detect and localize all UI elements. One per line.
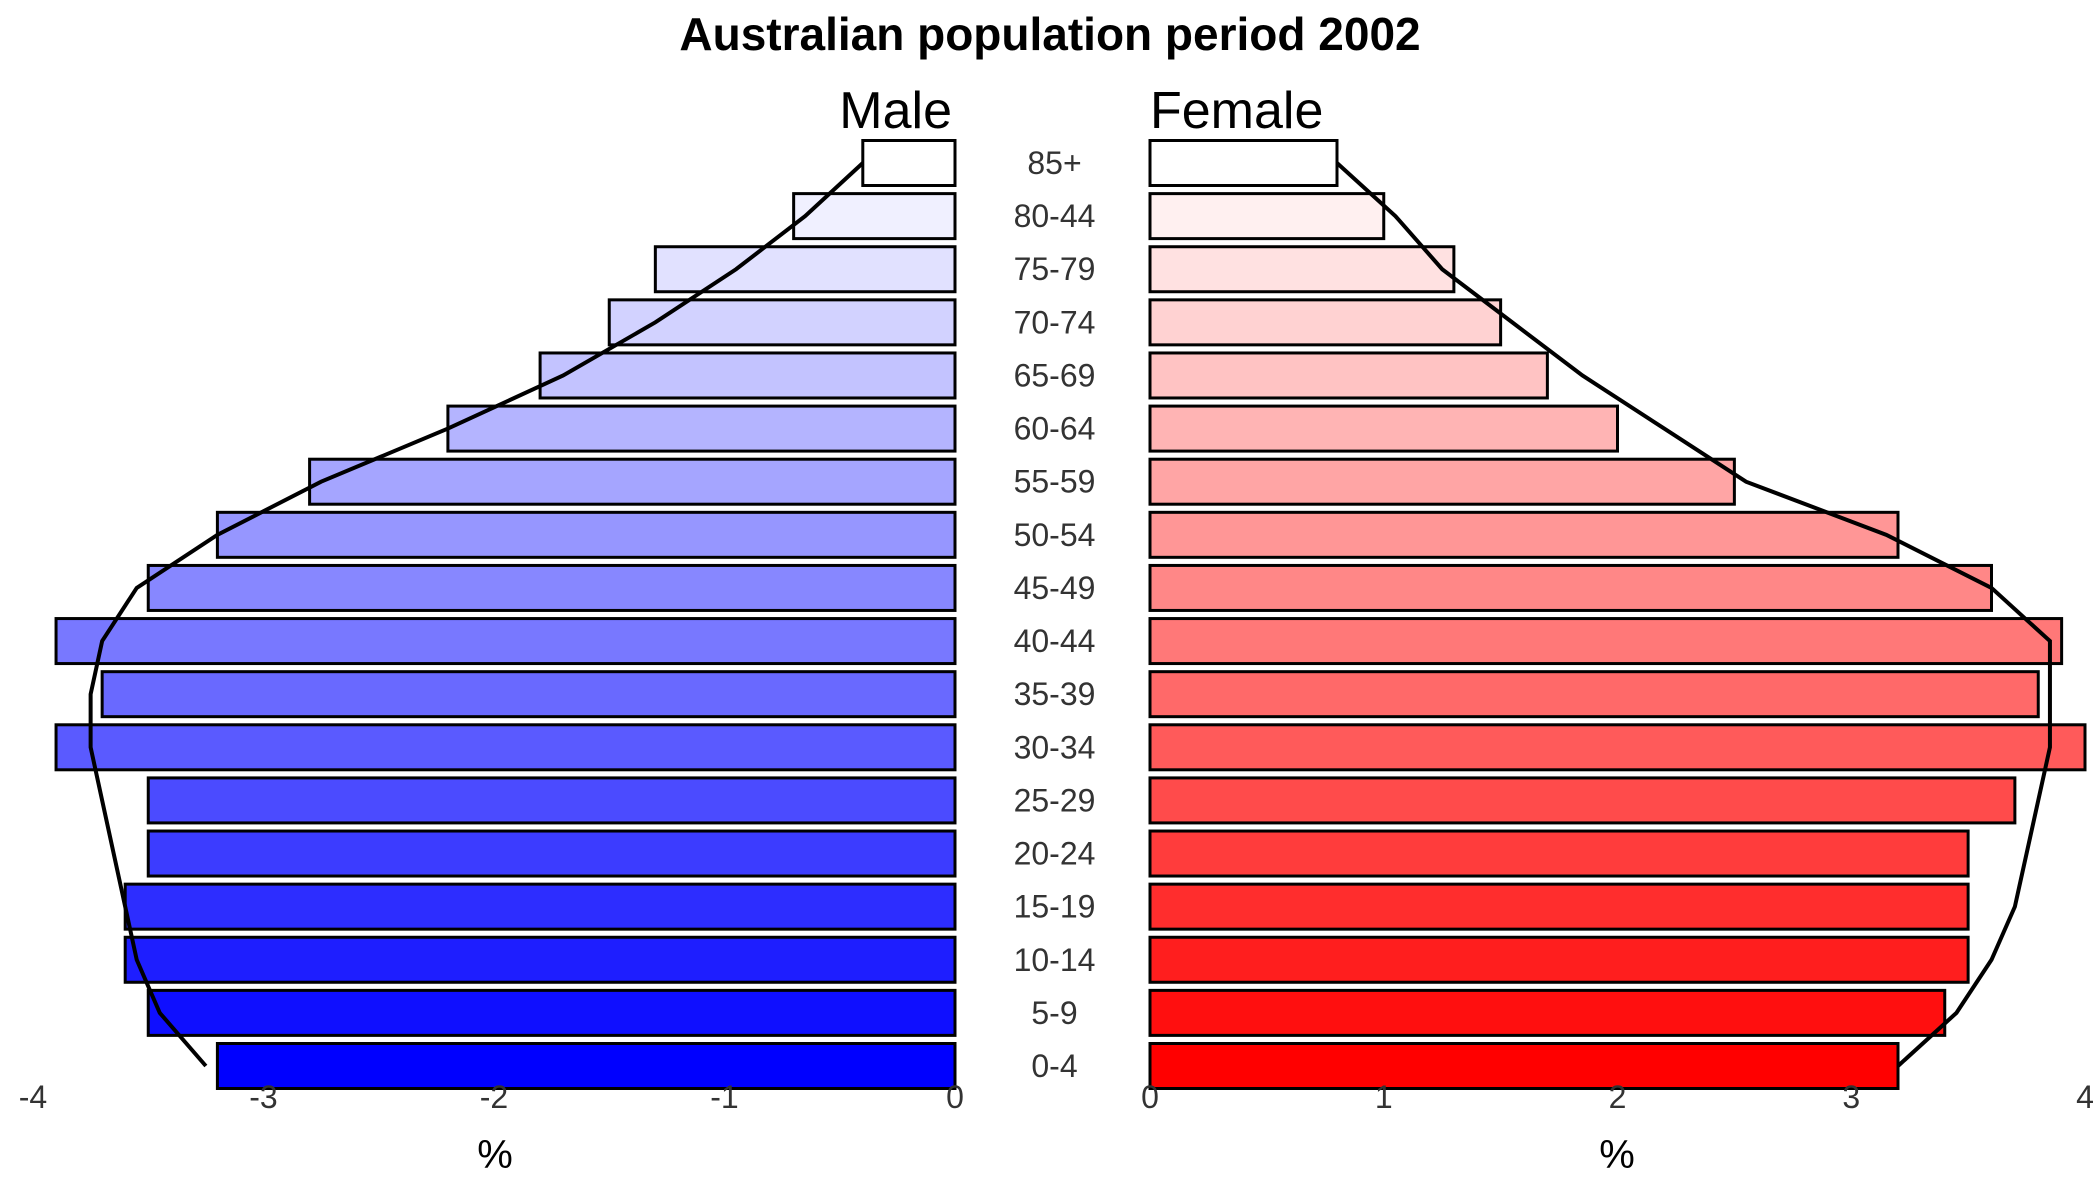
female-reference-line (1335, 161, 2052, 1068)
male-bar-25-29 (146, 776, 957, 825)
female-bar-10-14 (1148, 935, 1970, 984)
male-bar-20-24 (146, 829, 957, 878)
age-label: 5-9 (1031, 995, 1077, 1031)
female-bar-65-69 (1148, 351, 1549, 400)
age-labels: 0-4 5-9 10-14 15-19 20-24 25-29 30-34 35-39 40-4… (1014, 145, 1096, 1084)
female-bar-75-79 (1148, 245, 1456, 294)
male-bar-85+ (861, 139, 957, 187)
female-bar-45-49 (1148, 563, 1993, 612)
female-bar-85+ (1148, 139, 1339, 187)
female-bar-0-4 (1148, 1042, 1900, 1090)
male-side-label: Male (839, 82, 952, 140)
female-bars (1148, 139, 2087, 1090)
male-bar-40-44 (54, 617, 957, 666)
female-bar-15-19 (1148, 882, 1970, 931)
age-label: 50-54 (1014, 517, 1096, 553)
female-tick-label: 3 (1842, 1079, 1860, 1115)
female-bar-30-34 (1148, 723, 2087, 772)
male-tick-label: -4 (19, 1079, 47, 1115)
female-tick-label: 2 (1609, 1079, 1627, 1115)
female-tick-label: 1 (1375, 1079, 1393, 1115)
age-label: 65-69 (1014, 357, 1096, 393)
male-tick-label: -2 (480, 1079, 508, 1115)
male-reference-line (88, 161, 865, 1068)
male-bar-30-34 (54, 723, 957, 772)
male-tick-label: 0 (946, 1079, 964, 1115)
age-label: 25-29 (1014, 782, 1096, 818)
female-bar-80-44 (1148, 192, 1386, 241)
female-side-label: Female (1150, 82, 1323, 140)
male-bar-15-19 (123, 882, 957, 931)
age-label: 30-34 (1014, 729, 1096, 765)
female-bar-70-74 (1148, 298, 1503, 347)
age-label: 55-59 (1014, 464, 1096, 500)
female-axis-ticks: 0 1 2 3 4 (1141, 1079, 2094, 1115)
male-tick-label: -3 (249, 1079, 277, 1115)
male-bar-5-9 (146, 988, 957, 1037)
age-label: 10-14 (1014, 942, 1096, 978)
male-bar-55-59 (308, 457, 957, 506)
age-label: 0-4 (1031, 1048, 1077, 1084)
female-tick-label: 0 (1141, 1079, 1159, 1115)
male-bar-75-79 (653, 245, 957, 294)
female-bar-60-64 (1148, 404, 1619, 453)
age-label: 20-24 (1014, 836, 1096, 872)
female-bar-25-29 (1148, 776, 2017, 825)
female-bar-35-39 (1148, 670, 2040, 719)
age-label: 75-79 (1014, 251, 1096, 287)
male-bar-45-49 (146, 563, 957, 612)
female-bar-5-9 (1148, 988, 1947, 1037)
male-bar-10-14 (123, 935, 957, 984)
female-bar-50-54 (1148, 510, 1900, 559)
male-bar-50-54 (215, 510, 957, 559)
female-bar-20-24 (1148, 829, 1970, 878)
male-axis-label: % (477, 1133, 513, 1177)
female-tick-label: 4 (2076, 1079, 2094, 1115)
age-label: 40-44 (1014, 623, 1096, 659)
male-axis-ticks: -4 -3 -2 -1 0 (19, 1079, 964, 1115)
age-label: 60-64 (1014, 411, 1096, 447)
male-bars (54, 139, 957, 1090)
female-axis-label: % (1599, 1133, 1635, 1177)
age-label: 35-39 (1014, 676, 1096, 712)
age-label: 45-49 (1014, 570, 1096, 606)
chart-title: Australian population period 2002 (679, 8, 1420, 60)
male-bar-65-69 (538, 351, 957, 400)
female-bar-40-44 (1148, 617, 2064, 666)
age-label: 15-19 (1014, 889, 1096, 925)
male-bar-80-44 (792, 192, 957, 241)
female-bar-55-59 (1148, 457, 1736, 506)
male-bar-35-39 (100, 670, 957, 719)
male-bar-70-74 (607, 298, 957, 347)
male-tick-label: -1 (710, 1079, 738, 1115)
male-bar-0-4 (215, 1042, 957, 1090)
age-label: 80-44 (1014, 198, 1096, 234)
male-bar-60-64 (446, 404, 957, 453)
age-label: 85+ (1027, 145, 1081, 181)
age-label: 70-74 (1014, 304, 1096, 340)
